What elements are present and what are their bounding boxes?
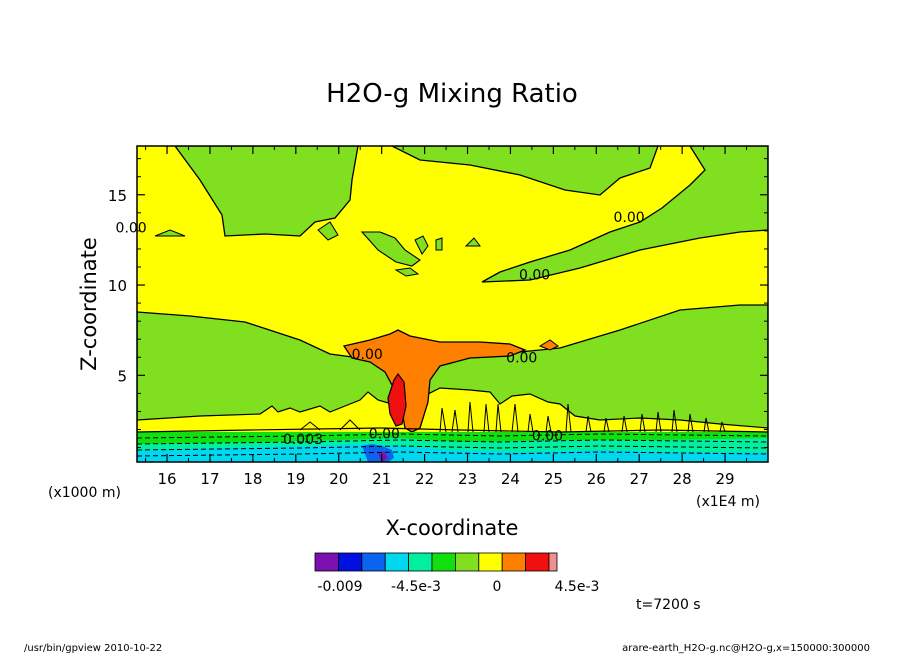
colorbar-swatch — [548, 552, 558, 572]
x-tick-label: 29 — [716, 470, 735, 488]
x-tick-label: 18 — [243, 470, 262, 488]
colorbar-swatch — [454, 552, 480, 572]
colorbar-label: -0.009 — [317, 579, 362, 595]
footer-left: /usr/bin/gpview 2010-10-22 — [24, 643, 162, 654]
colorbar: -0.009 -4.5e-3 0 4.5e-3 — [314, 552, 600, 595]
colorbar-swatch — [408, 552, 433, 572]
x-tick-label: 25 — [544, 470, 563, 488]
x-tick-label: 24 — [501, 470, 520, 488]
contour-label: 0.003 — [283, 432, 323, 448]
colorbar-swatch — [431, 552, 456, 572]
contour-field — [137, 146, 768, 462]
y-unit-label: (x1000 m) — [48, 485, 121, 501]
contour-label: 0.00 — [369, 427, 400, 443]
x-tick-label: 16 — [158, 470, 177, 488]
plot-frame — [136, 145, 769, 463]
time-label: t=7200 s — [636, 597, 701, 613]
x-tick-label: 20 — [329, 470, 348, 488]
x-tick-label: 21 — [372, 470, 391, 488]
y-tick-label: 5 — [117, 367, 127, 385]
colorbar-label: 0 — [493, 579, 502, 595]
x-axis: 16 17 18 19 20 21 22 23 24 25 26 27 28 29 — [145, 146, 748, 488]
x-tick-label: 23 — [458, 470, 477, 488]
y-axis-label: Z-coordinate — [77, 237, 101, 371]
x-tick-label: 26 — [587, 470, 606, 488]
y-tick-label: 10 — [108, 277, 127, 295]
chart-title: H2O-g Mixing Ratio — [326, 79, 578, 109]
contour-label: 0.00 — [352, 347, 383, 363]
x-tick-label: 28 — [673, 470, 692, 488]
x-tick-label: 27 — [630, 470, 649, 488]
x-tick-label: 22 — [415, 470, 434, 488]
colorbar-swatch — [478, 552, 503, 572]
contour-label: 0.00 — [519, 268, 550, 284]
contour-label: 0.00 — [613, 210, 644, 226]
x-tick-label: 17 — [200, 470, 219, 488]
colorbar-swatch — [361, 552, 386, 572]
colorbar-swatch — [501, 552, 527, 572]
x-tick-label: 19 — [286, 470, 305, 488]
y-axis: 5 10 15 — [108, 158, 768, 449]
colorbar-label: 4.5e-3 — [555, 579, 600, 595]
contour-label: 0.00 — [506, 351, 537, 367]
y-tick-label: 15 — [108, 187, 127, 205]
colorbar-swatch — [384, 552, 410, 572]
contour-label: 0.00 — [116, 221, 147, 237]
colorbar-label: -4.5e-3 — [391, 579, 441, 595]
contour-label: 0.00 — [532, 428, 563, 444]
colorbar-swatch — [314, 552, 339, 572]
contour-labels: 0.00 0.00 0.00 0.00 0.00 0.003 0.00 0.00 — [116, 210, 645, 448]
x-axis-label: X-coordinate — [386, 516, 519, 540]
footer-right: arare-earth_H2O-g.nc@H2O-g,x=150000:3000… — [622, 643, 870, 654]
colorbar-swatch — [337, 552, 363, 572]
colorbar-swatch — [525, 552, 550, 572]
x-unit-label: (x1E4 m) — [696, 494, 760, 510]
